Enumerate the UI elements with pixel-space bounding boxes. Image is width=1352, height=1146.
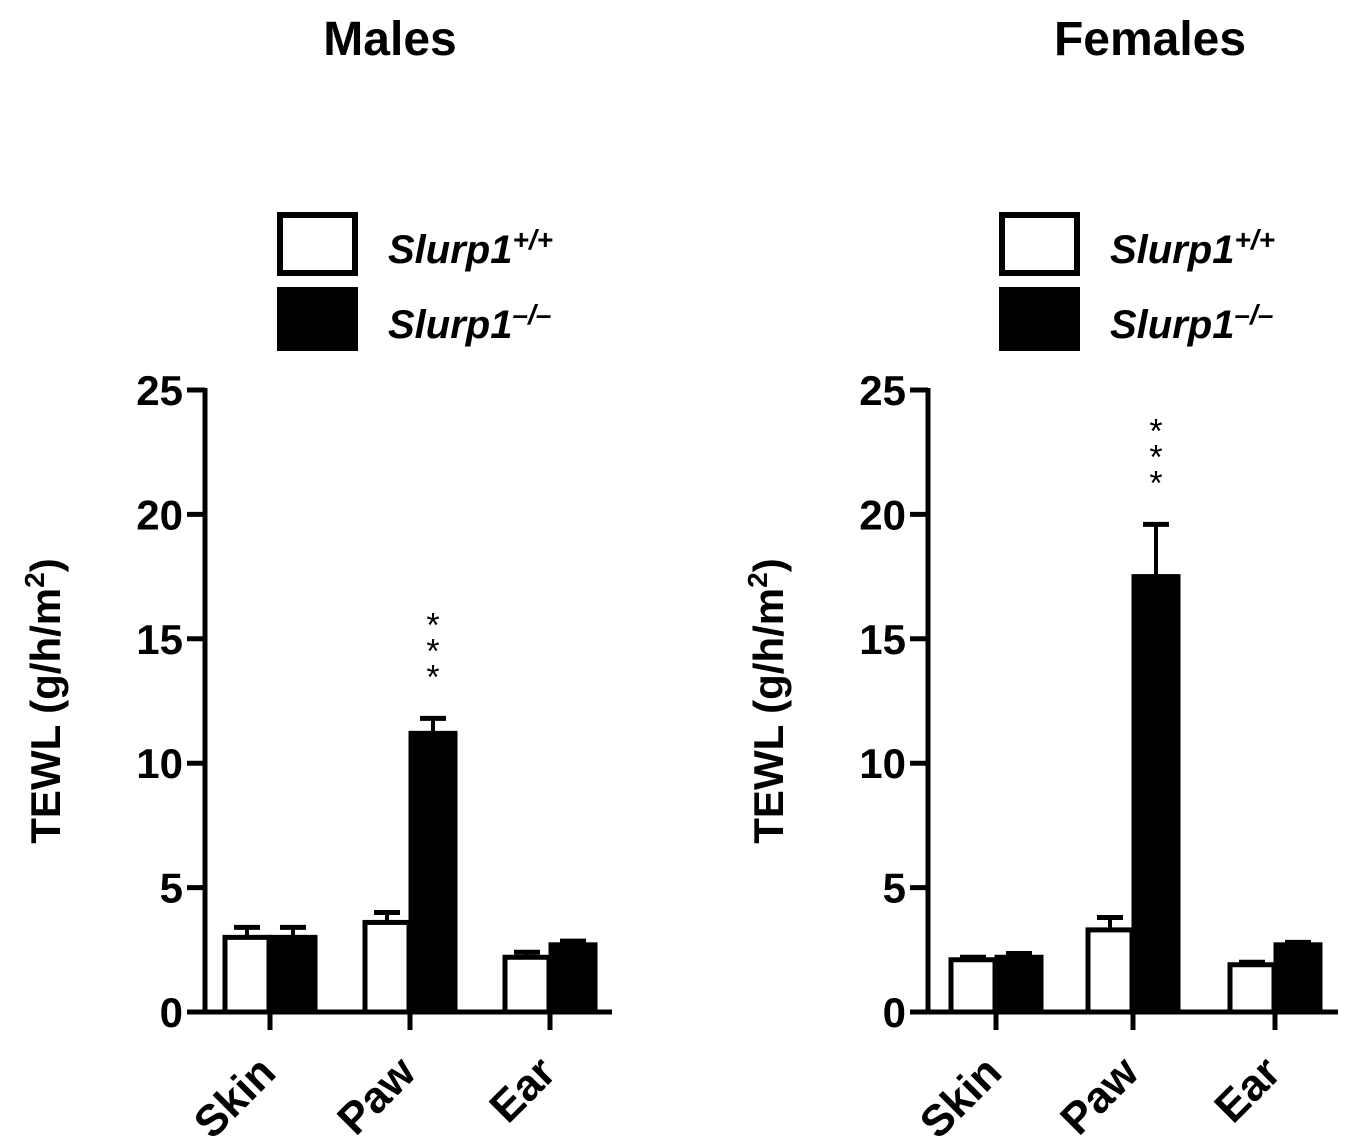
- y-tick-label: 0: [160, 989, 183, 1036]
- bar-wildtype-skin: [951, 960, 995, 1012]
- bar-knockout-paw: [411, 733, 455, 1012]
- x-tick-label-ear: Ear: [480, 1047, 565, 1132]
- y-tick-label: 20: [136, 491, 183, 538]
- bar-wildtype-paw: [365, 922, 409, 1012]
- chart-panel-males: Males Slurp1+/+ Slurp1–/– 0 5 10 15 20 25 TEWL (g…: [19, 13, 612, 1146]
- y-tick-label: 15: [136, 616, 183, 663]
- legend-swatch-knockout: [1002, 290, 1077, 348]
- legend-label-knockout: Slurp1–/–: [1110, 299, 1273, 347]
- y-tick-label: 10: [859, 740, 906, 787]
- x-tick-label-ear: Ear: [1205, 1047, 1290, 1132]
- chart-title: Males: [323, 13, 456, 66]
- x-tick-label-paw: Paw: [328, 1047, 425, 1144]
- y-tick-label: 5: [160, 865, 183, 912]
- chart-panel-females: Females Slurp1+/+ Slurp1–/– 0 5 10 15 20 25 TEWL …: [742, 13, 1338, 1146]
- legend-label-knockout: Slurp1–/–: [388, 299, 551, 347]
- bar-knockout-paw: [1134, 577, 1178, 1012]
- y-axis-label: TEWL (g/h/m2): [742, 558, 792, 843]
- y-axis-label: TEWL (g/h/m2): [19, 558, 69, 843]
- y-tick-label: 0: [883, 989, 906, 1036]
- legend-swatch-wildtype: [1002, 215, 1077, 273]
- x-tick-label-skin: Skin: [185, 1047, 285, 1146]
- y-tick-label: 25: [136, 367, 183, 414]
- bar-wildtype-ear: [1230, 965, 1274, 1012]
- legend-label-wildtype: Slurp1+/+: [388, 224, 553, 272]
- legend-label-wildtype: Slurp1+/+: [1110, 224, 1275, 272]
- y-tick-label: 10: [136, 740, 183, 787]
- x-tick-label-skin: Skin: [911, 1047, 1011, 1146]
- significance-star: *: [1149, 464, 1162, 502]
- bar-wildtype-skin: [225, 937, 269, 1012]
- legend-swatch-wildtype: [280, 215, 355, 273]
- significance-marker: ***: [1149, 412, 1162, 502]
- bar-knockout-skin: [997, 957, 1041, 1012]
- bar-knockout-ear: [1276, 945, 1320, 1012]
- bar-knockout-skin: [271, 937, 315, 1012]
- bar-wildtype-paw: [1088, 930, 1132, 1012]
- significance-star: *: [426, 658, 439, 696]
- y-tick-label: 20: [859, 491, 906, 538]
- y-tick-label: 15: [859, 616, 906, 663]
- x-tick-label-paw: Paw: [1051, 1047, 1148, 1144]
- bar-wildtype-ear: [505, 957, 549, 1012]
- bar-knockout-ear: [551, 945, 595, 1012]
- legend-swatch-knockout: [280, 290, 355, 348]
- chart-title: Females: [1054, 13, 1246, 66]
- y-tick-label: 25: [859, 367, 906, 414]
- significance-marker: ***: [426, 606, 439, 696]
- y-tick-label: 5: [883, 865, 906, 912]
